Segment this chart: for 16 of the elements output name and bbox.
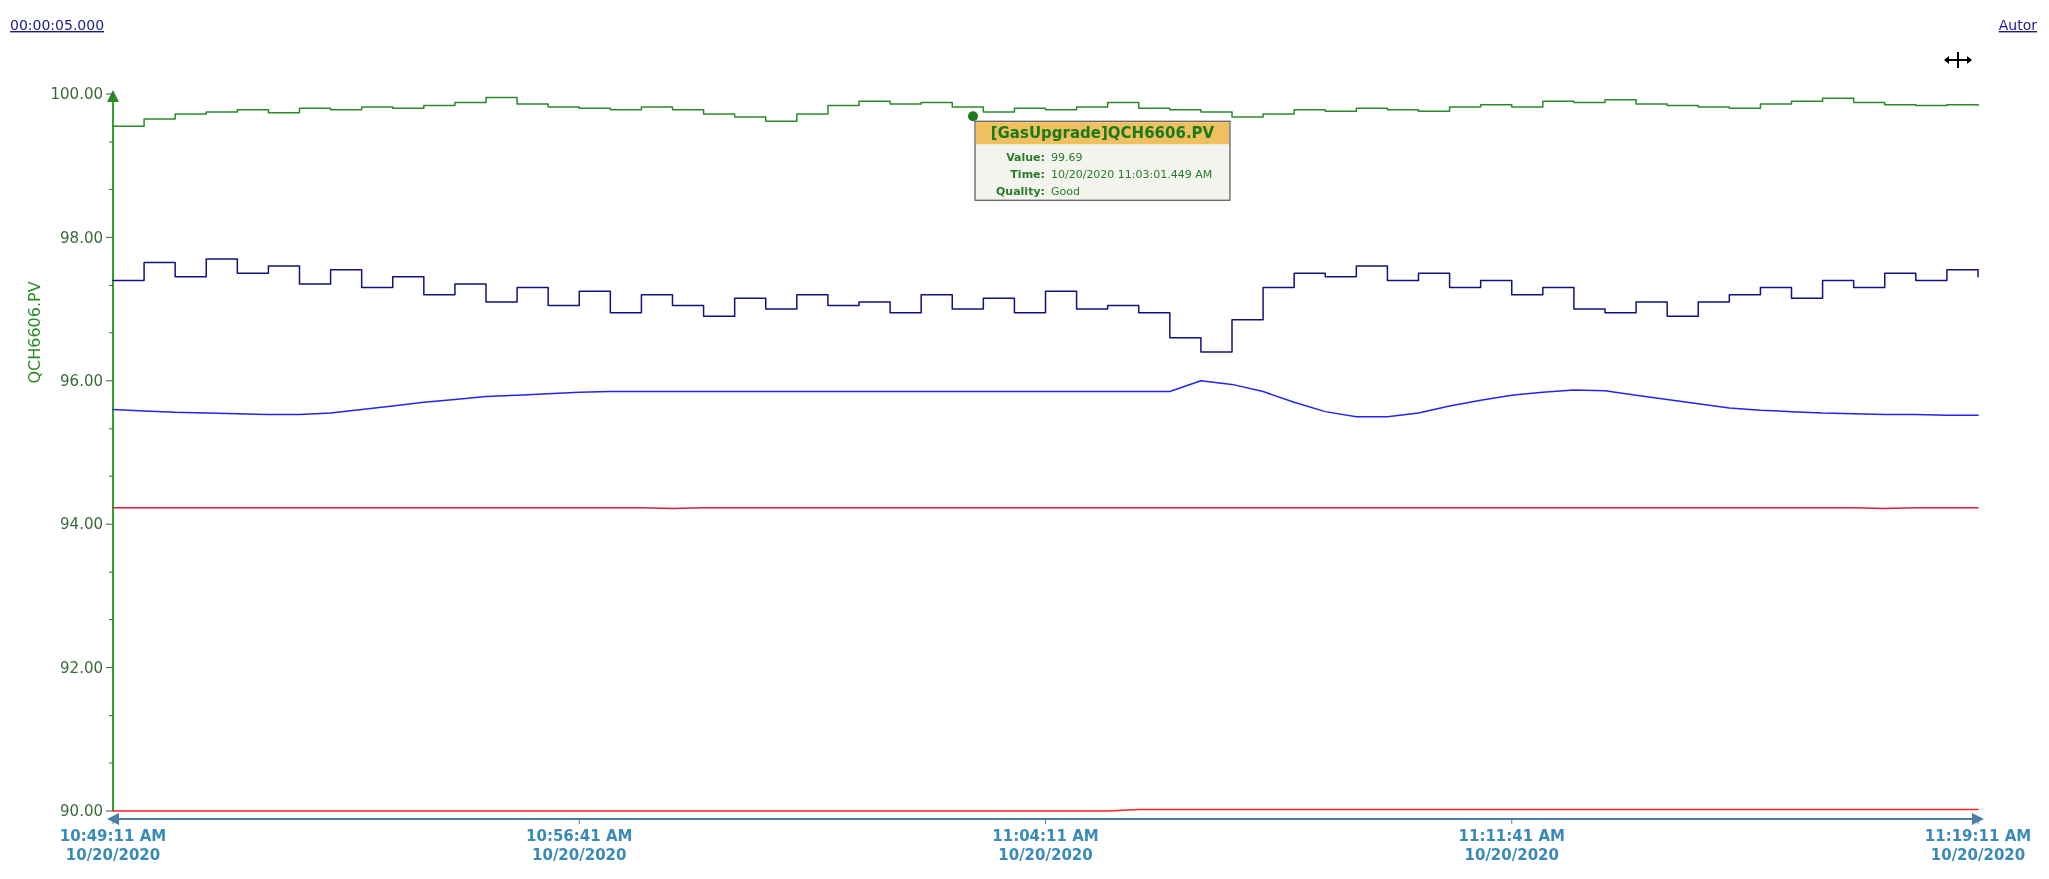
x-tick-label: 11:04:11 AM 10/20/2020 [992,827,1099,864]
x-tick-label: 10:56:41 AM 10/20/2020 [526,827,633,864]
y-axis-title: QCH6606.PV [25,281,44,384]
x-tick-label: 11:19:11 AM 10/20/2020 [1924,827,2032,864]
y-tick-label: 100.00 [50,85,103,104]
y-tick-label: 96.00 [60,372,103,391]
y-tick-label: 98.00 [60,228,103,247]
text: Autor [1998,17,2038,33]
x-tick-label: 10:49:11 AM 10/20/2020 [59,827,167,864]
y-tick-label: 94.00 [60,515,103,534]
line-series [112,380,1979,418]
x-tick-label: 11:11:41 AM 10/20/2020 [1458,827,1565,864]
text: 00:00:05.000 [10,17,105,33]
annotation: [GasUpgrade]QCH6606.PV Value: 99.69 Time: 10/20/2020 11:03:01.449 AM Quality: Good [990,124,1215,199]
y-tick-label: 92.00 [60,658,103,677]
y-tick-label: 90.00 [60,802,103,821]
